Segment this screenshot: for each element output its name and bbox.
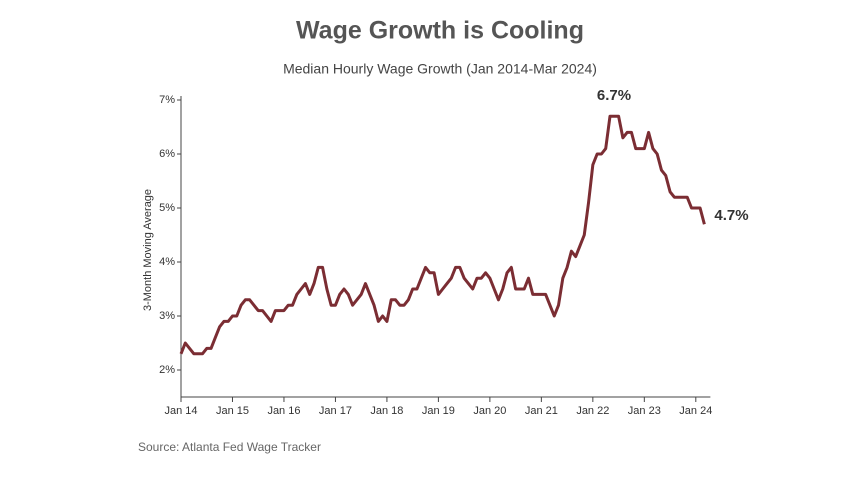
y-tick-label: 4% [159,256,175,268]
chart-subtitle: Median Hourly Wage Growth (Jan 2014-Mar … [283,61,597,77]
y-tick-label: 2% [159,364,175,376]
annotation: 6.7% [597,87,631,104]
x-tick-label: Jan 14 [164,405,197,417]
y-tick-label: 3% [159,310,175,322]
x-tick-label: Jan 20 [473,405,506,417]
x-tick-label: Jan 19 [422,405,455,417]
y-tick-label: 5% [159,202,175,214]
x-tick-label: Jan 24 [679,405,712,417]
x-tick-label: Jan 17 [319,405,352,417]
y-axis-label: 3-Month Moving Average [142,189,154,311]
x-tick-label: Jan 22 [576,405,609,417]
x-tick-label: Jan 18 [370,405,403,417]
y-tick-label: 7% [159,94,175,106]
source: Source: Atlanta Fed Wage Tracker [138,440,321,454]
x-tick-label: Jan 21 [525,405,558,417]
x-tick-label: Jan 16 [267,405,300,417]
y-tick-label: 6% [159,148,175,160]
x-tick-label: Jan 15 [216,405,249,417]
annotation: 4.7% [714,207,748,224]
x-tick-label: Jan 23 [628,405,661,417]
line [179,114,706,356]
chart-title: Wage Growth is Cooling [296,17,584,45]
